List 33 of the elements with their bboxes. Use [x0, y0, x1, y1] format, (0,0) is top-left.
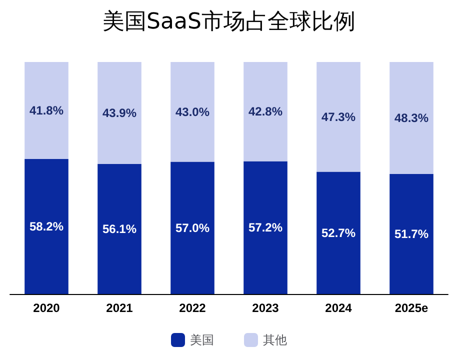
x-tick-label: 2020 [33, 301, 60, 315]
data-label: 42.8% [248, 104, 283, 119]
bar [98, 164, 142, 294]
bar [316, 172, 360, 294]
x-tick-label: 2024 [325, 301, 352, 315]
bar [170, 62, 214, 162]
data-label: 51.7% [394, 227, 429, 242]
chart-title: 美国SaaS市场占全球比例 [102, 10, 356, 34]
bar [244, 62, 288, 162]
data-label: 48.3% [394, 111, 429, 126]
legend-label: 美国 [190, 333, 214, 347]
data-label: 56.1% [102, 222, 137, 236]
data-label: 58.2% [29, 219, 64, 234]
x-tick-label: 2022 [179, 301, 206, 315]
x-tick-label: 2023 [252, 301, 280, 315]
bar [390, 174, 434, 294]
bar [170, 162, 214, 294]
x-tick-label: 2025e [394, 301, 429, 315]
bar [98, 62, 142, 164]
bar [24, 62, 68, 159]
bar [316, 62, 360, 172]
x-tick-label: 2021 [106, 301, 134, 315]
data-label: 52.7% [321, 226, 356, 240]
bar [24, 158, 68, 294]
data-label: 57.2% [248, 220, 283, 235]
data-label: 41.8% [29, 103, 64, 118]
data-label: 57.0% [175, 220, 210, 235]
data-label: 43.9% [102, 106, 137, 120]
data-label: 43.0% [175, 104, 210, 119]
legend-label: 其他 [263, 333, 287, 347]
bar [244, 161, 288, 294]
bar [390, 62, 434, 174]
data-label: 47.3% [321, 110, 356, 124]
